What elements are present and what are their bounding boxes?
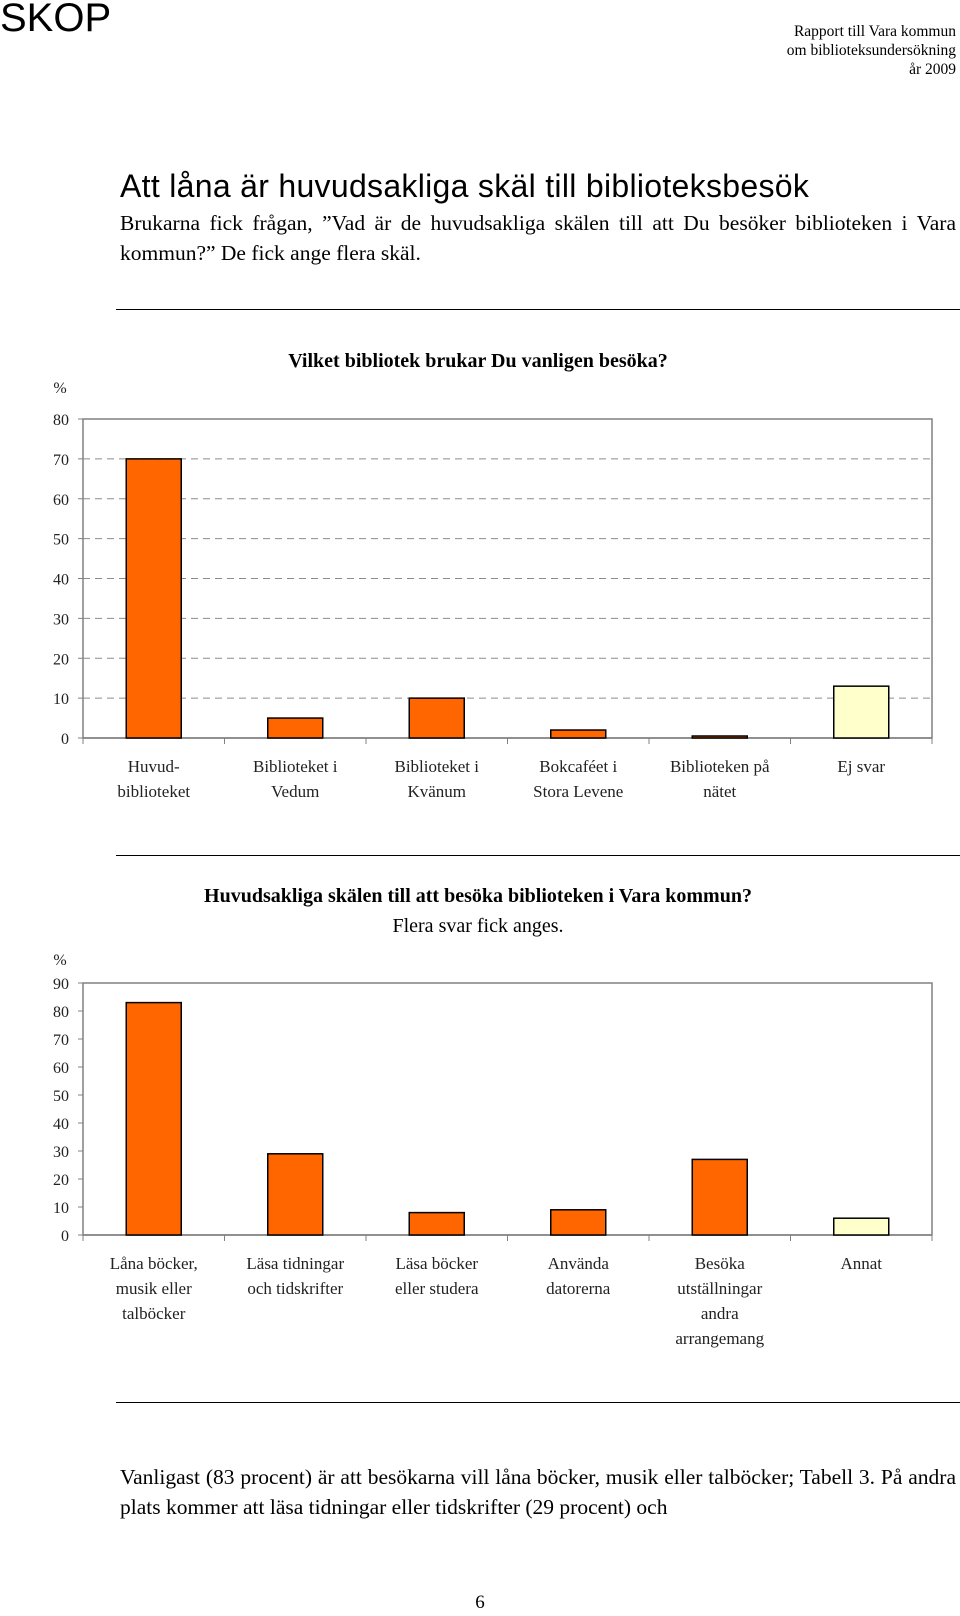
category-label: Kvänum <box>407 782 466 801</box>
bar <box>408 697 465 739</box>
y-tick-label: 10 <box>53 1200 69 1217</box>
bar <box>125 458 182 739</box>
chart-title: Vilket bibliotek brukar Du vanligen besö… <box>288 350 668 372</box>
y-tick-label: 50 <box>53 1088 69 1105</box>
bar <box>833 1217 890 1236</box>
category-label: biblioteket <box>117 782 190 801</box>
category-label: Biblioteket i <box>394 757 479 776</box>
y-tick-label: 50 <box>53 532 69 549</box>
category-label: nätet <box>703 782 736 801</box>
y-tick-label: 30 <box>53 1144 69 1161</box>
y-tick-label: 90 <box>53 976 69 993</box>
category-label: utställningar <box>677 1279 762 1298</box>
y-tick-label: 80 <box>53 1004 69 1021</box>
bar <box>408 1211 465 1236</box>
category-label: Annat <box>840 1254 882 1273</box>
bar <box>691 1158 748 1236</box>
library-visits-chart: 0 10 20 30 40 50 60 70 80% Huvud-biblioteket Bibli… <box>53 350 933 801</box>
y-tick-label: 30 <box>53 611 69 628</box>
y-axis-label: % <box>53 380 66 397</box>
conclusion-paragraph: Vanligast (83 procent) är att besökarna … <box>120 1465 956 1519</box>
category-label: Använda <box>548 1254 610 1273</box>
category-label: och tidskrifter <box>247 1279 343 1298</box>
skop-logo: SKOP <box>0 0 112 40</box>
page-number: 6 <box>475 1592 485 1613</box>
category-label: musik eller <box>116 1279 192 1298</box>
divider-middle <box>116 855 960 856</box>
y-tick-label: 70 <box>53 452 69 469</box>
y-tick-label: 20 <box>53 651 69 668</box>
category-label: andra <box>701 1304 739 1323</box>
category-label: arrangemang <box>675 1329 764 1348</box>
report-line: år 2009 <box>909 61 956 78</box>
y-tick-label: 10 <box>53 691 69 708</box>
report-header: Rapport till Vara kommun om biblioteksun… <box>787 22 956 79</box>
category-label: Stora Levene <box>533 782 623 801</box>
y-tick-label: 70 <box>53 1032 69 1049</box>
divider-bottom <box>116 1402 960 1403</box>
report-line: Rapport till Vara kommun <box>793 23 956 40</box>
intro-paragraph: Brukarna fick frågan, ”Vad är de huvudsa… <box>120 211 956 265</box>
y-tick-label: 60 <box>53 492 69 509</box>
divider-top <box>116 309 960 310</box>
report-line: om biblioteksundersökning <box>786 42 956 59</box>
category-label: Låna böcker, <box>110 1254 198 1273</box>
chart-subtitle: Flera svar fick anges. <box>392 915 563 937</box>
category-label: Vedum <box>271 782 319 801</box>
y-tick-label: 0 <box>61 1228 69 1245</box>
y-tick-label: 40 <box>53 1116 69 1133</box>
bar <box>691 735 748 739</box>
bar <box>267 1153 324 1236</box>
category-label: talböcker <box>122 1304 186 1323</box>
category-label: datorerna <box>546 1279 611 1298</box>
visit-reasons-chart: 0 10 20 30 40 50 60 70 80 90% Låna böcker, musik el… <box>53 885 933 1348</box>
y-tick-label: 20 <box>53 1172 69 1189</box>
bar <box>550 1209 607 1236</box>
bar <box>267 717 324 739</box>
category-label: Biblioteken på <box>670 757 770 776</box>
category-label: Bokcaféet i <box>539 757 617 776</box>
y-tick-label: 0 <box>61 731 69 748</box>
y-tick-label: 80 <box>53 412 69 429</box>
category-label: Ej svar <box>837 757 885 776</box>
category-label: Biblioteket i <box>253 757 338 776</box>
y-tick-label: 60 <box>53 1060 69 1077</box>
y-tick-label: 40 <box>53 572 69 589</box>
category-label: Huvud- <box>128 757 180 776</box>
category-label: Läsa tidningar <box>246 1254 344 1273</box>
plot-frame <box>82 982 933 1236</box>
bar <box>125 1001 182 1236</box>
bar <box>550 729 607 739</box>
category-label: Besöka <box>695 1254 746 1273</box>
bar <box>833 685 890 739</box>
category-label: eller studera <box>395 1279 479 1298</box>
chart-title: Huvudsakliga skälen till att besöka bibl… <box>204 885 752 907</box>
section-title: Att låna är huvudsakliga skäl till bibli… <box>120 168 810 204</box>
y-axis-label: % <box>53 952 66 969</box>
category-label: Läsa böcker <box>395 1254 478 1273</box>
